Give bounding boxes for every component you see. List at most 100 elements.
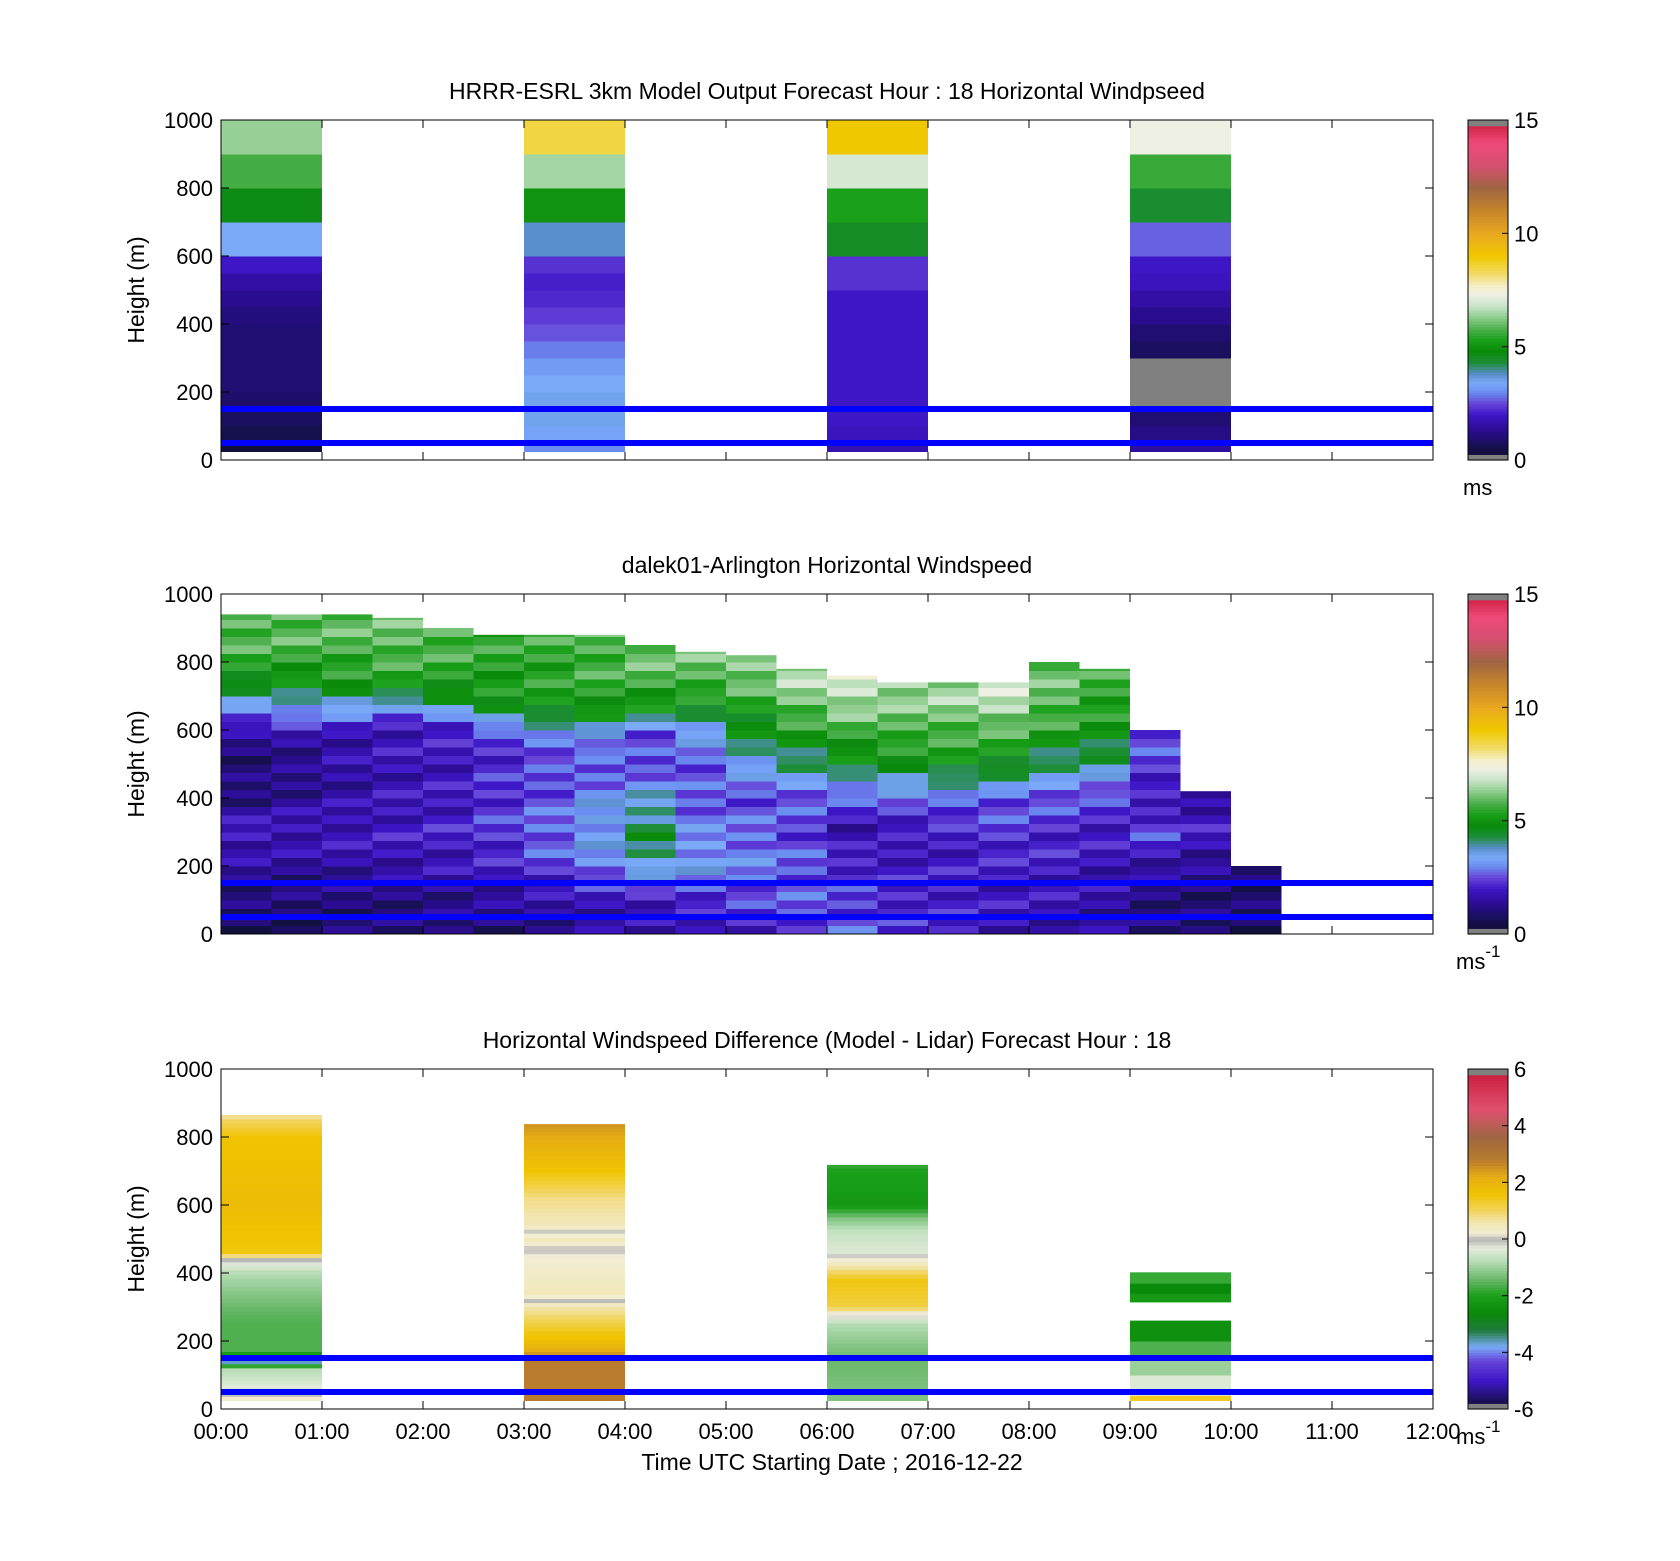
- colorbar-swatch: [1468, 275, 1508, 280]
- lidar-cell: [1029, 662, 1080, 671]
- colorbar-swatch: [1468, 1145, 1508, 1149]
- colorbar-swatch: [1468, 1335, 1508, 1339]
- model-cell: [524, 290, 625, 308]
- colorbar-unit-superscript: -1: [1485, 1417, 1500, 1436]
- colorbar-swatch: [1468, 1210, 1508, 1215]
- colorbar-swatch: [1468, 343, 1508, 348]
- lidar-cell: [625, 789, 676, 799]
- diff-cell: [827, 1167, 928, 1173]
- lidar-cell: [473, 857, 524, 867]
- model-cell: [221, 154, 322, 189]
- diff-cell: [221, 1265, 322, 1271]
- lidar-cell: [877, 789, 928, 799]
- lidar-cell: [1130, 815, 1181, 824]
- lidar-cell: [524, 730, 575, 739]
- diff-cell: [827, 1314, 928, 1320]
- colorbar-swatch: [1468, 868, 1508, 873]
- lidar-cell: [726, 789, 777, 799]
- lidar-cell: [625, 840, 676, 850]
- colorbar-swatch: [1468, 1151, 1508, 1155]
- lidar-cell: [372, 815, 423, 824]
- diff-cell: [827, 1265, 928, 1271]
- lidar-cell: [322, 840, 373, 850]
- lidar-cell: [372, 619, 423, 629]
- lidar-cell: [372, 738, 423, 748]
- diff-cell: [524, 1127, 625, 1132]
- colorbar-swatch: [1468, 817, 1508, 822]
- lidar-cell: [776, 857, 827, 867]
- lidar-cell: [1029, 738, 1080, 748]
- lidar-cell: [877, 900, 928, 909]
- colorbar-swatch: [1468, 389, 1508, 393]
- lidar-cell: [1180, 925, 1231, 935]
- lidar-cell: [271, 781, 322, 790]
- colorbar-swatch: [1468, 414, 1508, 419]
- lidar-cell: [1079, 815, 1130, 824]
- diff-cell: [221, 1327, 322, 1332]
- lidar-cell: [322, 781, 373, 790]
- lidar-cell: [625, 653, 676, 663]
- lidar-cell: [271, 755, 322, 765]
- diff-cell: [221, 1310, 322, 1316]
- colorbar-swatch: [1468, 667, 1508, 672]
- lidar-cell: [625, 645, 676, 654]
- lidar-cell: [827, 675, 878, 680]
- colorbar-swatch: [1468, 431, 1508, 436]
- colorbar-swatch: [1468, 1295, 1508, 1300]
- colorbar-swatch: [1468, 258, 1508, 263]
- lidar-cell: [524, 874, 575, 884]
- lidar-cell: [1130, 738, 1181, 748]
- colorbar-swatch: [1468, 151, 1508, 155]
- lidar-cell: [473, 721, 524, 731]
- lidar-cell: [372, 908, 423, 918]
- colorbar-swatch: [1468, 854, 1508, 859]
- lidar-cell: [877, 823, 928, 833]
- y-tick-label: 1000: [164, 108, 213, 133]
- colorbar-swatch: [1468, 1397, 1508, 1402]
- lidar-cell: [1180, 806, 1231, 816]
- colorbar-swatch: [1468, 338, 1508, 342]
- lidar-cell: [625, 670, 676, 680]
- colorbar-swatch: [1468, 1176, 1508, 1181]
- lidar-cell: [473, 670, 524, 680]
- diff-cell: [524, 1135, 625, 1140]
- y-tick-label: 0: [201, 922, 213, 947]
- lidar-cell: [1079, 704, 1130, 714]
- lidar-cell: [271, 917, 322, 926]
- colorbar-swatch: [1468, 1287, 1508, 1291]
- lidar-cell: [271, 823, 322, 833]
- lidar-cell: [1130, 891, 1181, 901]
- lidar-cell: [524, 772, 575, 782]
- colorbar-swatch: [1468, 1315, 1508, 1319]
- model-cell: [524, 222, 625, 257]
- diff-cell: [827, 1253, 928, 1259]
- diff-cell: [524, 1294, 625, 1299]
- lidar-cell: [473, 874, 524, 884]
- lidar-cell: [423, 874, 474, 884]
- lidar-cell: [1180, 840, 1231, 850]
- lidar-cell: [726, 755, 777, 765]
- lidar-cell: [1180, 815, 1231, 824]
- lidar-cell: [776, 891, 827, 901]
- lidar-cell: [271, 619, 322, 629]
- lidar-cell: [1231, 883, 1282, 892]
- lidar-cell: [1180, 891, 1231, 901]
- diff-cell: [827, 1188, 928, 1193]
- lidar-cell: [271, 925, 322, 935]
- lidar-cell: [675, 687, 726, 697]
- lidar-cell: [726, 655, 777, 663]
- diff-cell: [524, 1131, 625, 1136]
- lidar-cell: [827, 696, 878, 705]
- y-tick-label: 0: [201, 1397, 213, 1422]
- colorbar-swatch: [1468, 707, 1508, 711]
- lidar-cell: [675, 662, 726, 671]
- lidar-cell: [372, 900, 423, 909]
- lidar-cell: [221, 772, 272, 782]
- colorbar-swatch: [1468, 145, 1508, 149]
- lidar-cell: [1029, 704, 1080, 714]
- lidar-cell: [776, 738, 827, 748]
- colorbar-swatch: [1468, 335, 1508, 339]
- colorbar-swatch: [1468, 349, 1508, 353]
- colorbar-swatch: [1468, 894, 1508, 898]
- colorbar-swatch: [1468, 171, 1508, 175]
